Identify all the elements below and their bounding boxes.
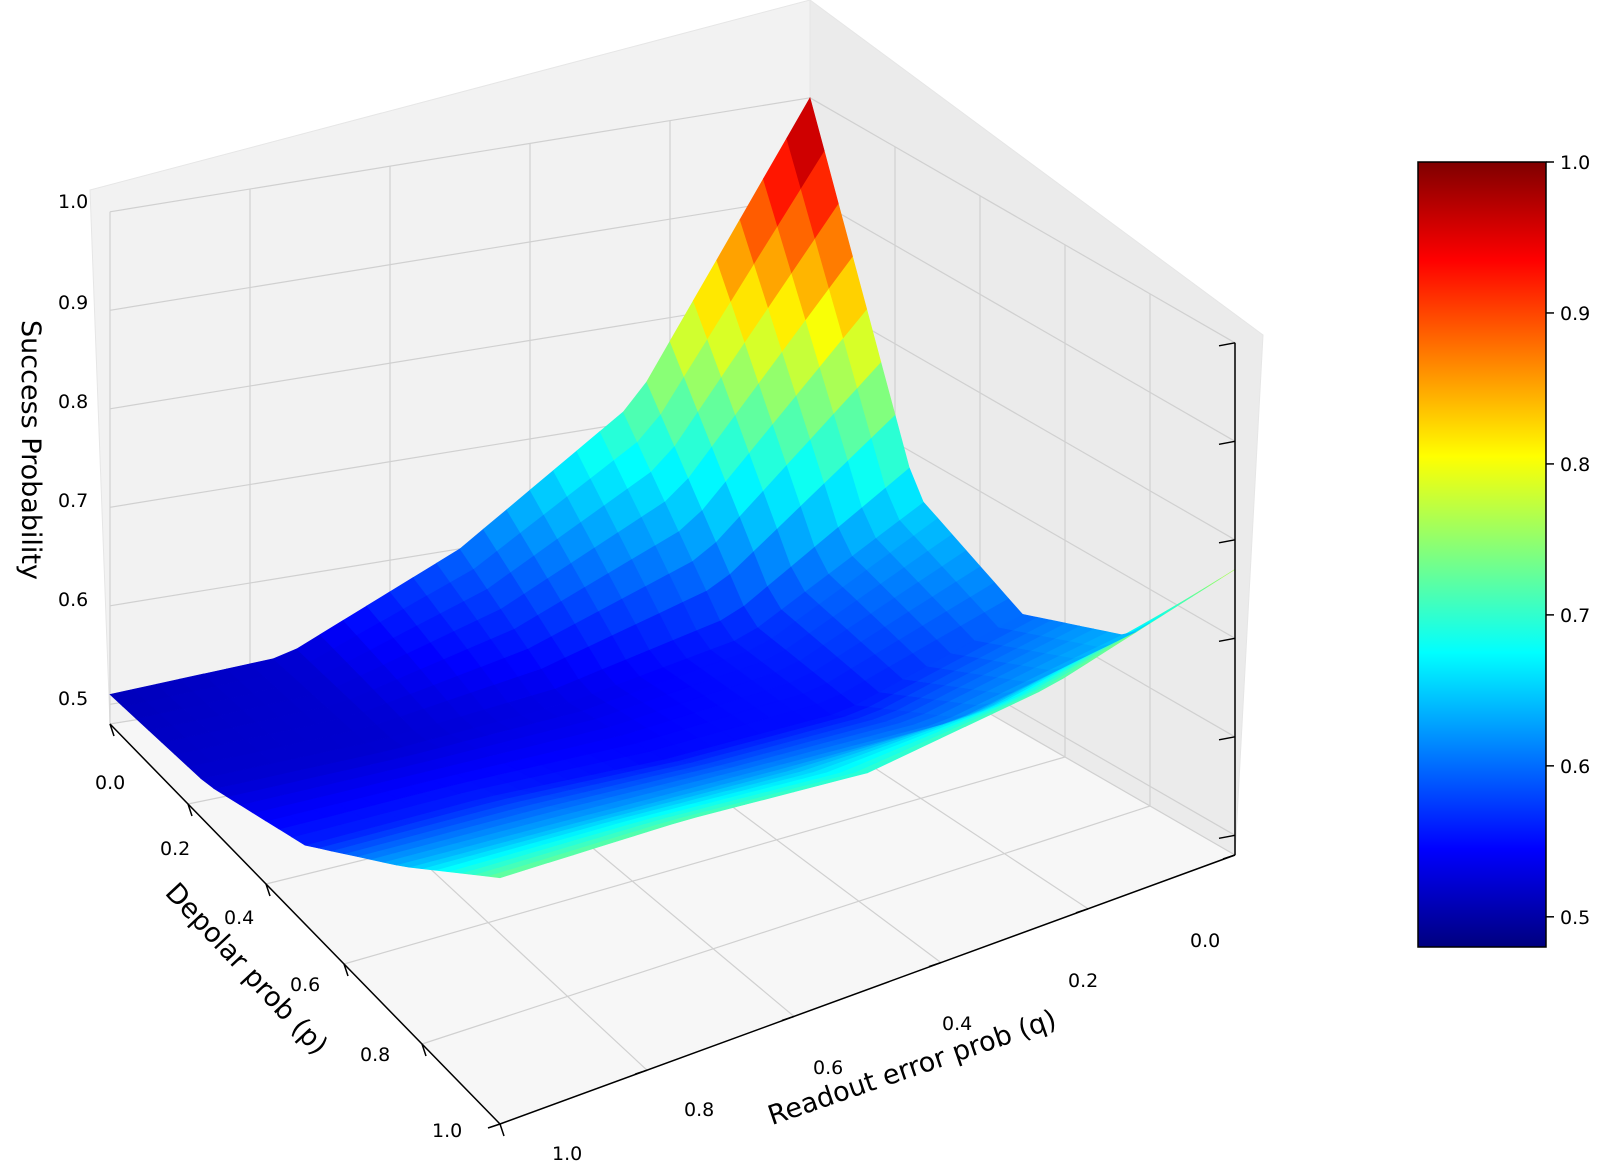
colorbar-tick-label: 0.9: [1560, 303, 1590, 325]
z-axis-label: Success Probability: [15, 320, 46, 580]
x-tick: 0.2: [160, 838, 190, 860]
colorbar-tick-label: 0.8: [1560, 454, 1590, 476]
y-tick-mark: [187, 803, 193, 817]
z-tick: 0.5: [58, 688, 88, 710]
wall-gridline: [809, 97, 1236, 344]
z-tick-mark: [1218, 440, 1236, 446]
x-tick-mark: [781, 1015, 795, 1022]
z-tick: 0.9: [58, 292, 88, 314]
z-tick: 1.0: [58, 191, 88, 213]
x-tick-mark: [928, 961, 942, 968]
y-tick-mark: [421, 1043, 427, 1057]
colorbar-tick-label: 0.6: [1560, 756, 1590, 778]
wall-gridline: [109, 97, 811, 213]
z-tick-mark: [1218, 834, 1236, 840]
floor-gridline: [343, 756, 1066, 965]
wall-gridline: [809, 195, 1236, 442]
y-tick-mark: [109, 723, 115, 737]
y-tick: 0.0: [1190, 930, 1220, 952]
x-tick: 1.0: [432, 1120, 462, 1142]
colorbar-tick-label: 0.7: [1560, 605, 1590, 627]
y-axis-label: Readout error prob (q): [764, 1004, 1060, 1132]
z-tick-mark: [1218, 539, 1236, 544]
colorbar-tick-label: 0.5: [1560, 907, 1590, 929]
z-tick-mark: [1218, 637, 1236, 643]
colorbar: 0.5 0.6 0.7 0.8 0.9 1.0: [1417, 152, 1590, 948]
z-tick-mark: [1218, 342, 1236, 347]
y-axis-line: [109, 723, 501, 1125]
y-tick: 1.0: [552, 1143, 582, 1165]
y-tick-mark: [343, 963, 349, 977]
y-tick: 0.8: [684, 1099, 714, 1121]
y-tick-mark: [499, 1123, 505, 1137]
wall-gridline: [809, 294, 1236, 541]
colorbar-tick-label: 1.0: [1560, 152, 1590, 174]
x-tick-mark: [1075, 908, 1089, 914]
floor-gridline: [421, 805, 1151, 1045]
x-tick: 0.4: [224, 907, 254, 929]
x-axis-line: [499, 854, 1236, 1125]
x-tick: 0.8: [360, 1044, 390, 1066]
surface-mesh: [109, 97, 1236, 879]
x-tick-mark: [487, 1123, 501, 1129]
x-tick: 0.6: [290, 974, 320, 996]
x-tick-mark: [1222, 854, 1236, 860]
x-axis-ticks: 0.0 0.2 0.4 0.6 0.8 1.0: [95, 772, 462, 1142]
y-tick: 0.4: [942, 1013, 972, 1035]
axis-lines: [109, 342, 1236, 1137]
x-tick: 0.0: [95, 772, 125, 794]
colorbar-ticks: 0.5 0.6 0.7 0.8 0.9 1.0: [1546, 152, 1590, 929]
y-tick: 0.2: [1068, 970, 1098, 992]
surface-facet: [786, 97, 825, 189]
y-axis-ticks: 0.0 0.2 0.4 0.6 0.8 1.0: [552, 930, 1220, 1165]
x-tick-mark: [634, 1069, 648, 1075]
z-tick: 0.6: [58, 589, 88, 611]
z-tick: 0.7: [58, 490, 88, 512]
y-tick-mark: [265, 883, 271, 897]
y-tick: 0.6: [813, 1057, 843, 1079]
z-tick-mark: [1218, 736, 1236, 741]
z-axis-ticks: 0.5 0.6 0.7 0.8 0.9 1.0: [58, 191, 88, 710]
colorbar-gradient: [1417, 161, 1547, 948]
z-tick: 0.8: [58, 391, 88, 413]
wall-gridline: [109, 195, 811, 311]
